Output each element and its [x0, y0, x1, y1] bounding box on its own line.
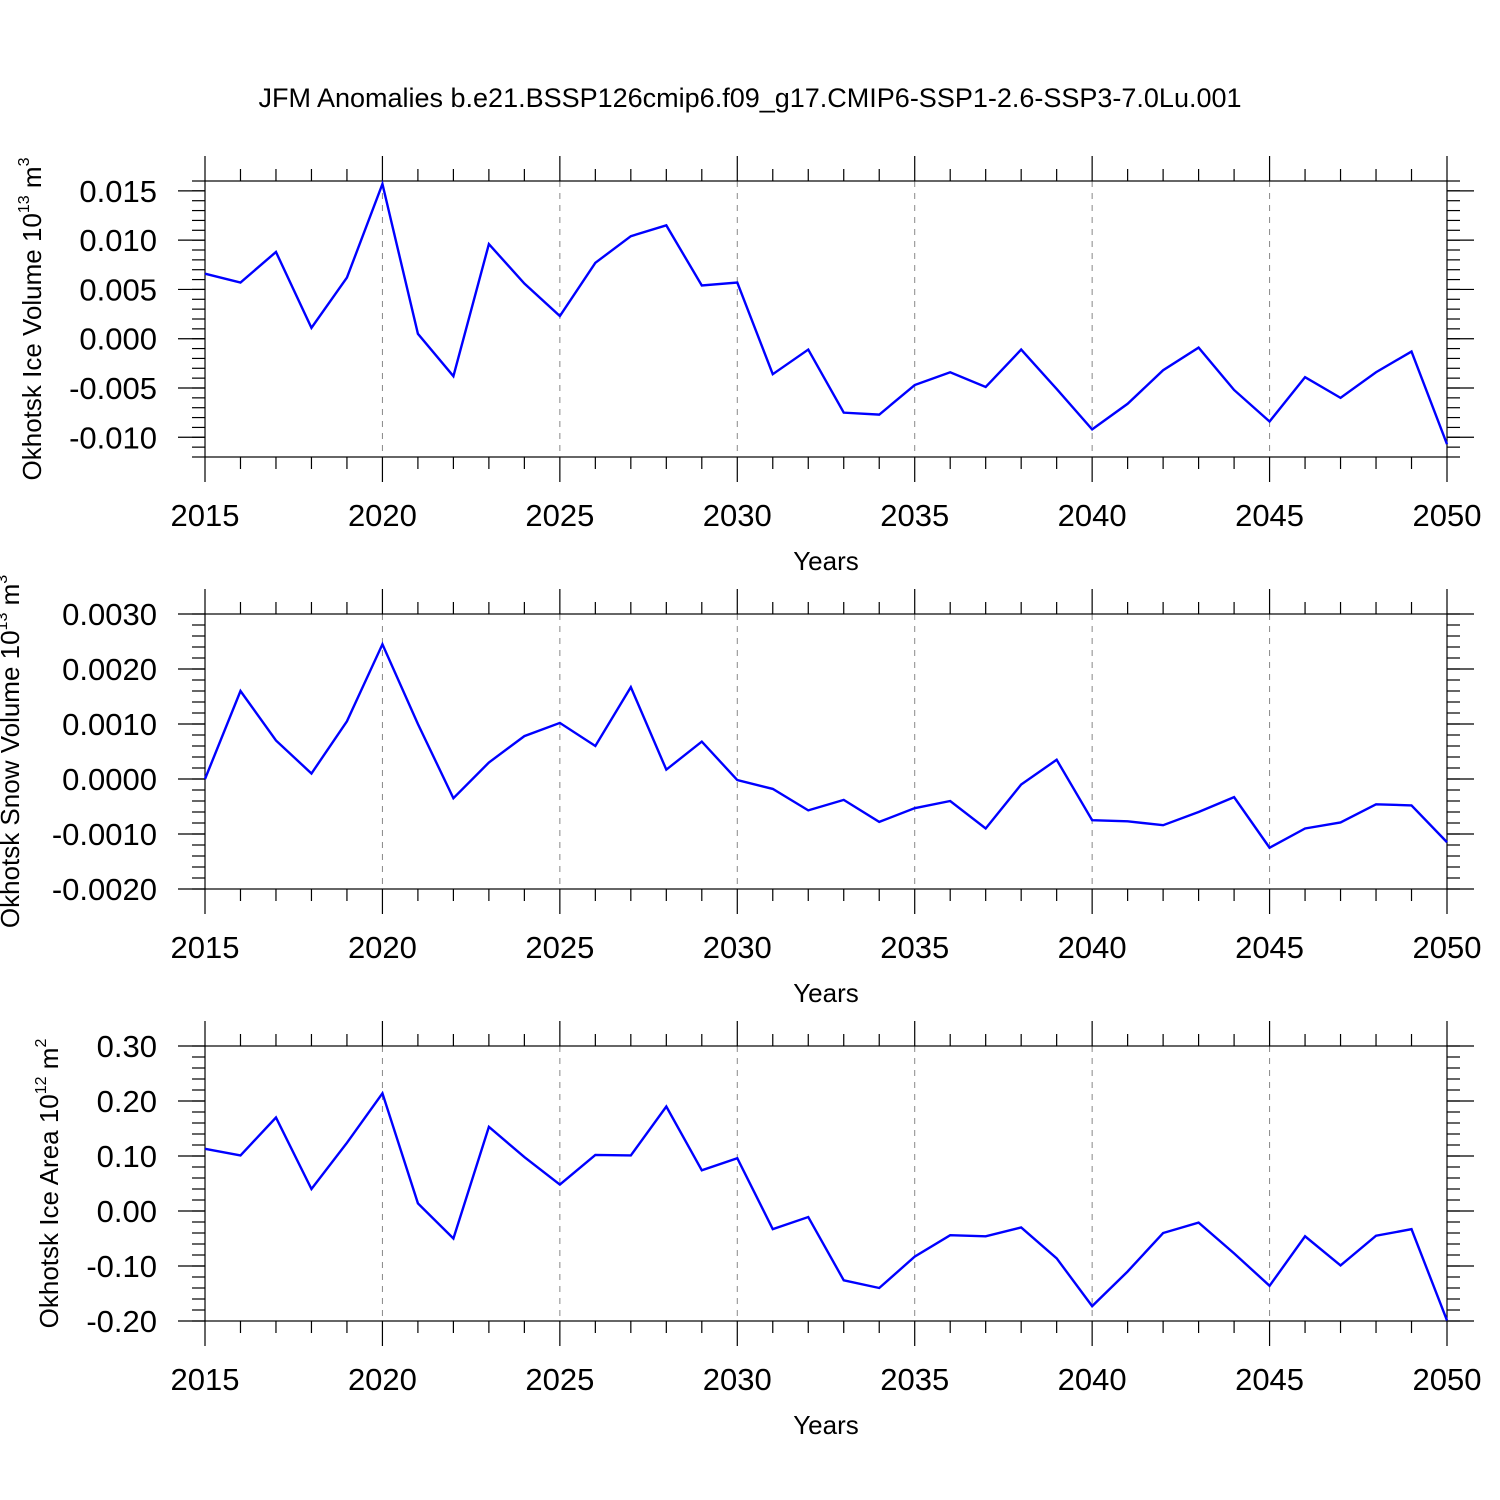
chart-panel-3: 2015 2020 2025 2030 2035 2040 2045 2050 -0.20 -0.…	[33, 1021, 1481, 1440]
y-tick-label: -0.010	[69, 420, 157, 455]
x-tick-label: 2040	[1058, 1362, 1127, 1397]
x-tick-label: 2040	[1058, 498, 1127, 533]
x-tick-label: 2040	[1058, 930, 1127, 965]
y-tick-label: 0.000	[79, 322, 157, 357]
series-line	[204, 1090, 1449, 1321]
y-tick-label: 0.0010	[62, 707, 157, 742]
y-axis-title: Okhotsk Ice Volume 1013 m3	[16, 157, 47, 480]
x-tick-label: 2020	[348, 930, 417, 965]
x-tick-label: 2025	[525, 498, 594, 533]
plot-frame	[204, 1045, 1448, 1322]
figure-title: JFM Anomalies b.e21.BSSP126cmip6.f09_g17…	[258, 83, 1241, 113]
plot-frame	[204, 613, 1448, 890]
series-line	[203, 641, 1448, 850]
y-tick-label: 0.0020	[62, 652, 157, 687]
x-tick-label: 2035	[880, 498, 949, 533]
y-tick-label: 0.20	[97, 1084, 157, 1119]
y-tick-label: 0.00	[97, 1194, 157, 1229]
y-tick-label: -0.10	[86, 1249, 157, 1284]
y-tick-label: 0.005	[79, 272, 157, 307]
x-tick-label: 2030	[703, 1362, 772, 1397]
chart-panel-1: 2015 2020 2025 2030 2035 2040 2045 2050 -0.010 -0…	[16, 156, 1481, 576]
x-tick-label: 2015	[171, 1362, 240, 1397]
y-tick-label: 0.30	[97, 1029, 157, 1064]
x-tick-label: 2025	[525, 1362, 594, 1397]
x-tick-label: 2035	[880, 1362, 949, 1397]
x-tick-label: 2015	[171, 930, 240, 965]
y-tick-label: 0.0000	[62, 762, 157, 797]
x-tick-label: 2050	[1413, 1362, 1482, 1397]
y-tick-label: 0.10	[97, 1139, 157, 1174]
x-tick-label: 2050	[1413, 498, 1482, 533]
y-axis-title: Okhotsk Ice Area 1012 m2	[33, 1039, 64, 1329]
x-tick-label: 2050	[1413, 930, 1482, 965]
x-tick-label: 2020	[348, 1362, 417, 1397]
y-tick-label: 0.015	[79, 174, 157, 209]
series-line	[204, 179, 1449, 445]
x-tick-label: 2015	[171, 498, 240, 533]
x-axis-title: Years	[793, 1410, 859, 1440]
y-tick-label: -0.0010	[52, 817, 157, 852]
x-tick-label: 2025	[525, 930, 594, 965]
x-tick-label: 2045	[1235, 1362, 1304, 1397]
x-tick-label: 2045	[1235, 930, 1304, 965]
chart-panels: 2015 2020 2025 2030 2035 2040 2045 2050 -0.010 -0…	[0, 156, 1481, 1440]
x-tick-label: 2030	[703, 930, 772, 965]
x-tick-label: 2030	[703, 498, 772, 533]
x-axis-title: Years	[793, 978, 859, 1008]
y-tick-label: -0.20	[86, 1304, 157, 1339]
y-tick-label: -0.0020	[52, 872, 157, 907]
x-tick-label: 2035	[880, 930, 949, 965]
x-axis-title: Years	[793, 546, 859, 576]
y-tick-label: -0.005	[69, 371, 157, 406]
chart-panel-2: 2015 2020 2025 2030 2035 2040 2045 2050 -0.0020 -…	[0, 575, 1481, 1008]
y-tick-label: 0.0030	[62, 597, 157, 632]
x-tick-label: 2045	[1235, 498, 1304, 533]
y-axis-title: Okhotsk Snow Volume 1013 m3	[0, 575, 25, 928]
x-tick-label: 2020	[348, 498, 417, 533]
y-tick-label: 0.010	[79, 223, 157, 258]
